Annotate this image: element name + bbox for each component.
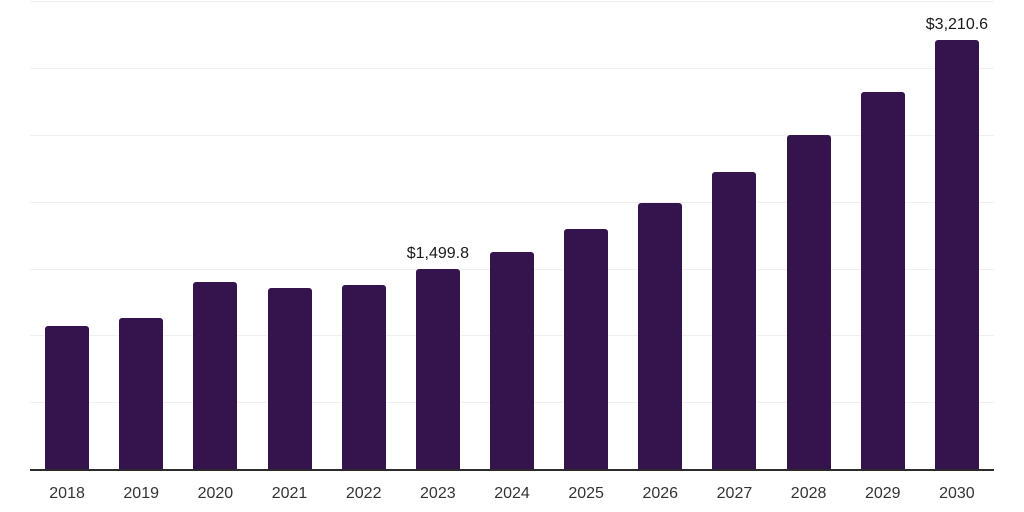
gridline (30, 68, 994, 70)
data-label-2023: $1,499.8 (406, 244, 469, 262)
bar-2030 (934, 39, 979, 469)
bar-2027 (712, 172, 757, 469)
data-label-2030: $3,210.6 (925, 15, 989, 33)
x-tick-label-2029: 2029 (864, 485, 901, 502)
x-tick-label-2030: 2030 (939, 485, 975, 502)
bar-2018 (45, 325, 90, 469)
x-tick-label-2022: 2022 (345, 485, 382, 502)
x-tick-label-2028: 2028 (790, 485, 827, 502)
gridline (30, 1, 994, 3)
x-tick-label-2023: 2023 (420, 485, 456, 502)
bar-2022 (341, 284, 386, 469)
x-tick-label-2018: 2018 (49, 485, 85, 502)
bar-2024 (490, 251, 534, 469)
bar-2020 (193, 282, 238, 469)
plot-area: $1,499.8 $3,210.6 (30, 0, 994, 472)
bar-2029 (860, 91, 905, 469)
bar-2019 (119, 317, 164, 469)
bar-2021 (267, 288, 312, 469)
x-tick-label-2026: 2026 (642, 485, 679, 502)
bar-2025 (564, 228, 609, 469)
x-tick-label-2025: 2025 (568, 485, 604, 502)
bar-2026 (638, 203, 683, 469)
x-tick-label-2024: 2024 (494, 485, 530, 502)
x-axis-line (30, 469, 994, 471)
gridline (30, 201, 994, 203)
x-tick-label-2020: 2020 (197, 485, 234, 502)
x-tick-label-2027: 2027 (716, 485, 753, 502)
x-tick-label-2021: 2021 (271, 485, 308, 502)
x-tick-label-2019: 2019 (123, 485, 159, 502)
bar-2023 (415, 268, 460, 469)
bar-2028 (786, 134, 831, 469)
gridline (30, 134, 994, 136)
